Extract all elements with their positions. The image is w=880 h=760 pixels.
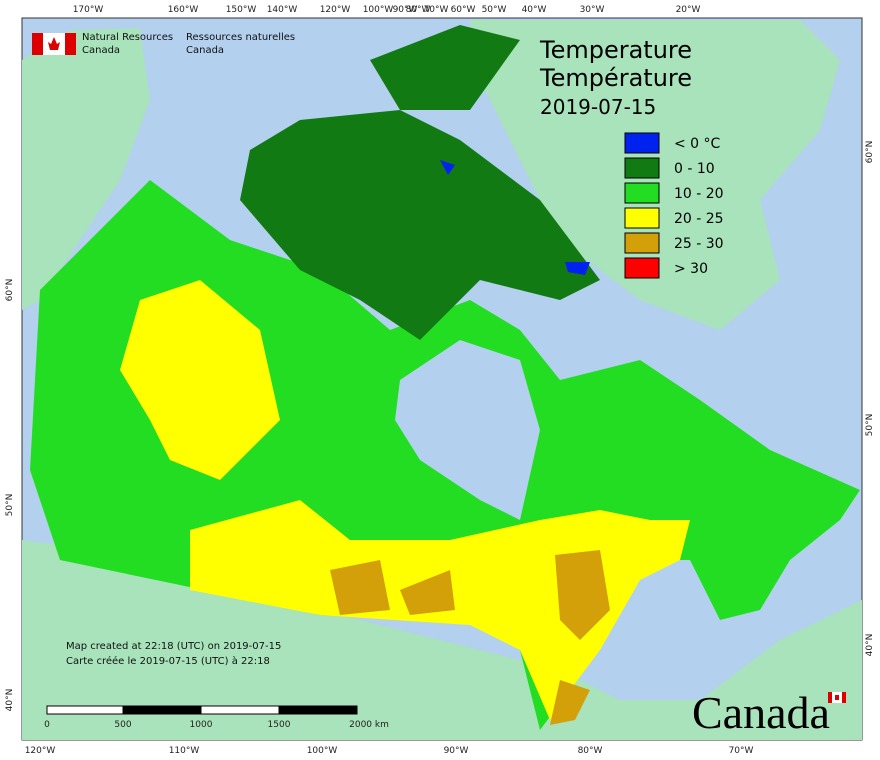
legend-swatch: [624, 232, 660, 254]
top-label: 70°W: [424, 5, 449, 15]
top-label: 90°W: [393, 5, 418, 15]
footer: Carte créée le 2019-07-15 (UTC) à 22:18: [66, 655, 270, 667]
title: Température: [539, 64, 692, 92]
left-label: 40°N: [5, 689, 15, 712]
agency-fr: Canada: [186, 45, 224, 56]
date: 2019-07-15: [540, 95, 656, 119]
legend-label: 25 - 30: [674, 236, 724, 252]
scale-label: 500: [114, 720, 131, 730]
scale-label: 2000 km: [349, 720, 389, 730]
bottom-label: 80°W: [578, 746, 603, 756]
top-label: 40°W: [522, 5, 547, 15]
top-label: 160°W: [168, 5, 199, 15]
wordmark: Canada: [692, 687, 830, 738]
scale-label: 0: [44, 720, 50, 730]
agency-en: Canada: [82, 45, 120, 56]
legend-swatch: [624, 157, 660, 179]
scale-bar: 0 500 1000 1500 2000 km: [44, 705, 389, 730]
top-label: 80°W: [406, 5, 431, 15]
scale-segment: [278, 705, 358, 715]
flag-bar: [65, 33, 76, 55]
legend-label: 0 - 10: [674, 161, 715, 177]
agency-fr: Ressources naturelles: [186, 32, 295, 43]
bottom-label: 120°W: [25, 746, 56, 756]
legend-label: > 30: [674, 261, 708, 277]
agency-en: Natural Resources: [82, 32, 173, 43]
legend-label: < 0 °C: [674, 136, 721, 152]
right-label: 40°N: [865, 634, 875, 657]
top-label: 100°W: [363, 5, 394, 15]
bottom-label: 110°W: [169, 746, 200, 756]
right-label: 50°N: [865, 414, 875, 437]
left-label: 50°N: [5, 494, 15, 517]
top-label: 50°W: [482, 5, 507, 15]
legend-swatch: [624, 132, 660, 154]
bottom-label: 90°W: [444, 746, 469, 756]
top-label: 20°W: [676, 5, 701, 15]
legend-label: 10 - 20: [674, 186, 724, 202]
wordmark-flag: [828, 692, 832, 703]
legend-label: 20 - 25: [674, 211, 724, 227]
top-label: 60°W: [451, 5, 476, 15]
legend-swatch: [624, 207, 660, 229]
top-label: 120°W: [320, 5, 351, 15]
legend-swatch: [624, 182, 660, 204]
legend: < 0 °C 0 - 10 10 - 20 20 - 25 25 - 30 > 30: [624, 132, 724, 279]
title: Temperature: [539, 36, 692, 64]
graticule-labels: 170°W 160°W 150°W 140°W 120°W 100°W 90°W80°W70…: [5, 5, 875, 756]
legend-swatch: [624, 257, 660, 279]
right-label: 60°N: [865, 141, 875, 164]
top-label: 30°W: [580, 5, 605, 15]
top-label: 150°W: [226, 5, 257, 15]
wordmark-flag: [842, 692, 846, 703]
scale-segment: [200, 705, 280, 715]
wordmark-flag: [835, 695, 839, 700]
flag-leaf: [48, 37, 60, 50]
bottom-label: 100°W: [307, 746, 338, 756]
scale-label: 1500: [268, 720, 291, 730]
bottom-label: 70°W: [729, 746, 754, 756]
footer: Map created at 22:18 (UTC) on 2019-07-15: [66, 641, 281, 652]
scale-label: 1000: [190, 720, 213, 730]
scale-segment: [122, 705, 202, 715]
canada-temperature: [30, 25, 860, 730]
scale-segment: [46, 705, 124, 715]
flag-bar: [32, 33, 43, 55]
top-label: 170°W: [73, 5, 104, 15]
left-label: 60°N: [5, 279, 15, 302]
top-label: 140°W: [267, 5, 298, 15]
